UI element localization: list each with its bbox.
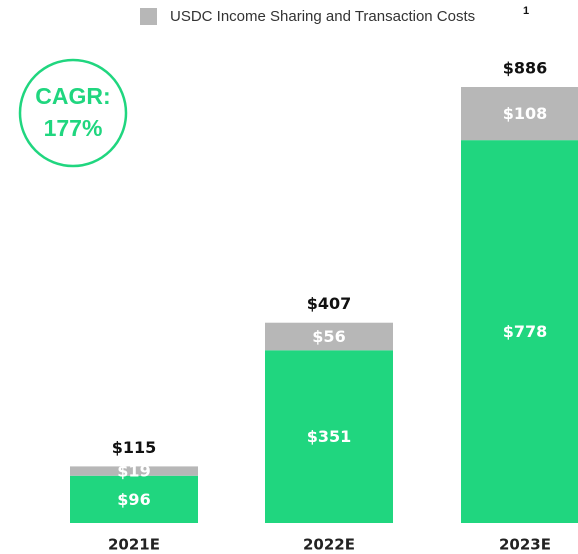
x-tick-label: 2022E bbox=[303, 536, 355, 554]
total-label: $115 bbox=[112, 438, 157, 457]
bar-segment bbox=[265, 350, 393, 523]
total-label: $407 bbox=[307, 294, 352, 313]
x-tick-label: 2023E bbox=[499, 536, 551, 554]
value-label: $56 bbox=[312, 327, 345, 346]
bar-segment bbox=[265, 322, 393, 351]
legend-label: USDC Income Sharing and Transaction Cost… bbox=[170, 8, 475, 25]
value-label: $351 bbox=[307, 427, 352, 446]
legend-swatch bbox=[140, 8, 157, 25]
bar-segment bbox=[461, 87, 578, 141]
bar-segment bbox=[70, 466, 198, 476]
annotation-circle bbox=[18, 58, 128, 168]
value-label: $19 bbox=[117, 462, 150, 481]
legend-footnote: 1 bbox=[523, 5, 529, 17]
annotation-text: CAGR: bbox=[35, 83, 110, 109]
annotation-text: 177% bbox=[44, 115, 103, 141]
bar-segment bbox=[70, 475, 198, 523]
value-label: $778 bbox=[503, 322, 548, 341]
value-label: $96 bbox=[117, 490, 150, 509]
bar-segment bbox=[461, 140, 578, 523]
total-label: $886 bbox=[503, 59, 548, 78]
value-label: $108 bbox=[503, 104, 548, 123]
x-tick-label: 2021E bbox=[108, 536, 160, 554]
